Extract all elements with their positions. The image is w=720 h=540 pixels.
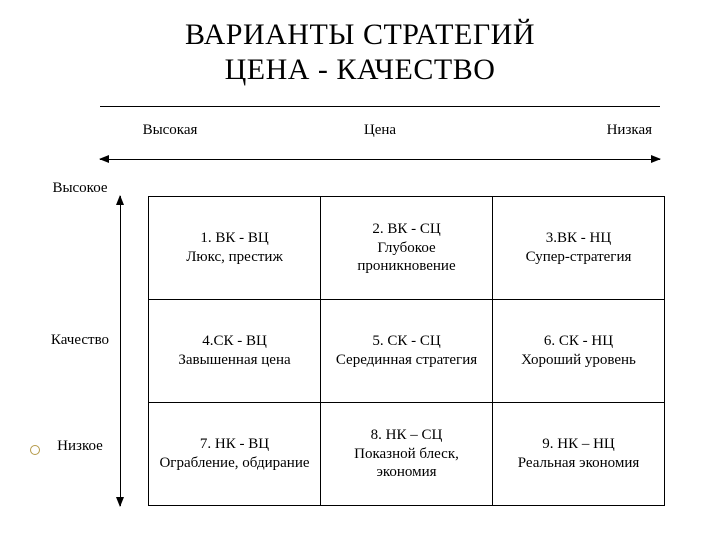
- price-low-label: Низкая: [520, 122, 660, 139]
- title-line-2: ЦЕНА - КАЧЕСТВО: [0, 53, 720, 88]
- cell-text: 6. СК - НЦ Хороший уровень: [503, 332, 654, 370]
- cell-5: 5. СК - СЦ Серединная стратегия: [321, 300, 493, 403]
- quality-axis-arrow: [120, 196, 121, 506]
- cell-text: 3.ВК - НЦ Супер-стратегия: [503, 229, 654, 267]
- cell-text: 1. ВК - ВЦ Люкс, престиж: [159, 229, 310, 267]
- cell-text: 2. ВК - СЦ Глубокое проникновение: [331, 220, 482, 276]
- cell-1: 1. ВК - ВЦ Люкс, престиж: [149, 197, 321, 300]
- cell-4: 4.СК - ВЦ Завышенная цена: [149, 300, 321, 403]
- cell-6: 6. СК - НЦ Хороший уровень: [493, 300, 665, 403]
- table-row: 4.СК - ВЦ Завышенная цена 5. СК - СЦ Сер…: [149, 300, 665, 403]
- cell-7: 7. НК - ВЦ Ограбление, обдирание: [149, 403, 321, 506]
- price-axis-arrow: [100, 159, 660, 160]
- quality-high-label: Высокое: [40, 180, 120, 197]
- cell-text: 7. НК - ВЦ Ограбление, обдирание: [159, 435, 310, 473]
- title-block: ВАРИАНТЫ СТРАТЕГИЙ ЦЕНА - КАЧЕСТВО: [0, 0, 720, 87]
- quality-axis-label: Качество: [40, 332, 120, 349]
- table-row: 1. ВК - ВЦ Люкс, престиж 2. ВК - СЦ Глуб…: [149, 197, 665, 300]
- price-high-label: Высокая: [100, 122, 240, 139]
- cell-text: 8. НК – СЦ Показной блеск, экономия: [331, 426, 482, 482]
- cell-3: 3.ВК - НЦ Супер-стратегия: [493, 197, 665, 300]
- title-line-1: ВАРИАНТЫ СТРАТЕГИЙ: [0, 18, 720, 53]
- quality-low-label: Низкое: [40, 438, 120, 455]
- title-underline: [100, 106, 660, 107]
- table-row: 7. НК - ВЦ Ограбление, обдирание 8. НК –…: [149, 403, 665, 506]
- cell-9: 9. НК – НЦ Реальная экономия: [493, 403, 665, 506]
- price-axis-labels: Высокая Цена Низкая: [100, 122, 660, 139]
- price-axis-label: Цена: [310, 122, 450, 139]
- cell-8: 8. НК – СЦ Показной блеск, экономия: [321, 403, 493, 506]
- cell-text: 4.СК - ВЦ Завышенная цена: [159, 332, 310, 370]
- cell-text: 9. НК – НЦ Реальная экономия: [503, 435, 654, 473]
- cell-text: 5. СК - СЦ Серединная стратегия: [331, 332, 482, 370]
- strategy-matrix: 1. ВК - ВЦ Люкс, престиж 2. ВК - СЦ Глуб…: [148, 196, 665, 506]
- bullet-icon: [30, 445, 40, 455]
- cell-2: 2. ВК - СЦ Глубокое проникновение: [321, 197, 493, 300]
